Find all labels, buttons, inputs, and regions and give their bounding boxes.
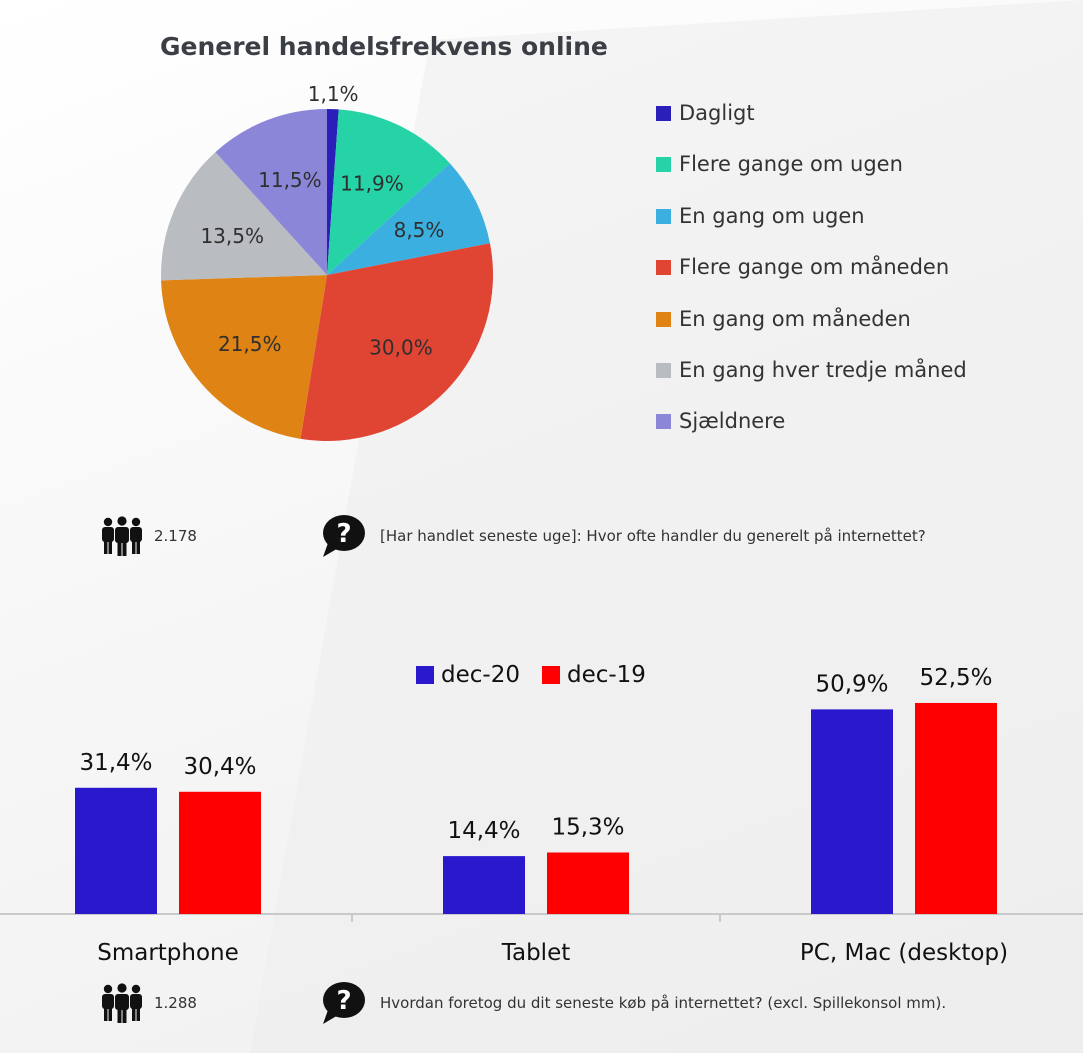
bar-tablet-dec-20 <box>443 856 525 914</box>
legend-swatch <box>656 106 671 121</box>
bar-chart: 31,4% 30,4% Smartphone 14,4% 15,3% Tablet 50,9… <box>0 665 1083 966</box>
legend-item-flere-gange-om-ugen: Flere gange om ugen <box>656 149 967 200</box>
pie-slice-dagligt <box>327 109 339 275</box>
svg-text:?: ? <box>336 986 351 1016</box>
bar-respondent-count: 1.288 <box>154 994 197 1012</box>
bar-legend: dec-20 dec-19 <box>416 662 668 688</box>
legend-label: Flere gange om ugen <box>679 152 903 177</box>
pie-slice-flere-gange-om-ugen <box>327 109 450 275</box>
pie-question-text: [Har handlet seneste uge]: Hvor ofte han… <box>380 527 926 545</box>
svg-text:?: ? <box>336 519 351 549</box>
pie-legend: Dagligt Flere gange om ugen En gang om uge… <box>656 98 967 458</box>
pie-data-label: 30,0% <box>369 336 433 360</box>
legend-label: En gang om ugen <box>679 203 865 228</box>
legend-swatch <box>656 208 671 224</box>
pie-slice-sj-ldnere <box>215 109 327 275</box>
legend-label: dec-19 <box>566 662 646 688</box>
people-icon <box>102 983 142 1023</box>
category-label-tablet: Tablet <box>501 940 571 966</box>
legend-label: dec-20 <box>441 662 520 688</box>
bar-data-label: 50,9% <box>815 671 888 697</box>
pie-slice-en-gang-om-ma-neden <box>161 275 327 439</box>
legend-swatch <box>656 311 671 327</box>
legend-item-en-gang-hver-tredje-ma-ned: En gang hver tredje måned <box>656 355 967 406</box>
pie-slice-en-gang-hver-tredje-ma-ned <box>160 152 327 281</box>
legend-item-sj-ldnere: Sjældnere <box>656 406 967 457</box>
bar-tablet-dec-19 <box>547 852 629 914</box>
legend-item-dagligt: Dagligt <box>656 98 967 149</box>
pie-data-label: 21,5% <box>218 332 282 356</box>
bar-smartphone-dec-19 <box>179 791 261 914</box>
pie-data-label: 11,5% <box>258 168 322 192</box>
legend-swatch <box>541 666 560 684</box>
legend-swatch <box>656 260 671 276</box>
people-icon <box>102 516 142 556</box>
pie-slice-flere-gange-om-ma-neden <box>300 243 493 441</box>
bar-legend-item-dec-19: dec-19 <box>541 662 646 688</box>
pie-data-label: 1,1% <box>308 82 359 106</box>
legend-item-flere-gange-om-ma-neden: Flere gange om måneden <box>656 252 967 303</box>
bar-legend-item-dec-20: dec-20 <box>416 662 520 688</box>
bar-data-label: 15,3% <box>551 814 624 840</box>
bar-pc-mac-desktop-dec-19 <box>915 702 997 914</box>
pie-chart-title: Generel handelsfrekvens online <box>160 32 608 61</box>
category-label-pc-mac-desktop: PC, Mac (desktop) <box>800 940 1008 966</box>
category-label-smartphone: Smartphone <box>97 940 239 966</box>
question-bubble-icon: ? <box>323 515 365 557</box>
legend-swatch <box>656 414 671 430</box>
pie-respondents-row: 2.178 <box>100 516 197 556</box>
bar-pc-mac-desktop-dec-20 <box>811 709 893 914</box>
legend-label: En gang om måneden <box>679 306 911 331</box>
legend-label: Flere gange om måneden <box>679 255 950 280</box>
legend-swatch <box>656 157 671 173</box>
bar-respondents-row: 1.288 <box>100 983 197 1023</box>
bar-data-label: 31,4% <box>79 750 152 776</box>
pie-data-label: 8,5% <box>394 218 445 242</box>
pie-respondent-count: 2.178 <box>154 527 197 545</box>
legend-label: En gang hver tredje måned <box>679 357 967 382</box>
pie-question-row: ? [Har handlet seneste uge]: Hvor ofte h… <box>320 513 926 559</box>
legend-label: Dagligt <box>679 101 755 125</box>
bar-data-label: 30,4% <box>183 754 256 780</box>
legend-label: Sjældnere <box>679 409 786 434</box>
legend-item-en-gang-om-ma-neden: En gang om måneden <box>656 304 967 355</box>
pie-slice-en-gang-om-ugen <box>327 163 490 275</box>
bar-data-label: 14,4% <box>447 818 520 844</box>
legend-swatch <box>656 362 671 378</box>
pie-chart: 1,1% 11,9% 8,5% 30,0% 21,5% 13,5% 11,5% <box>160 82 493 441</box>
pie-data-label: 11,9% <box>340 171 404 195</box>
legend-item-en-gang-om-ugen: En gang om ugen <box>656 201 967 252</box>
pie-data-label: 13,5% <box>200 224 264 248</box>
question-bubble-icon: ? <box>323 982 365 1024</box>
bar-smartphone-dec-20 <box>75 787 157 914</box>
bar-question-row: ? Hvordan foretog du dit seneste køb på … <box>320 980 946 1026</box>
bar-question-text: Hvordan foretog du dit seneste køb på in… <box>380 994 947 1012</box>
legend-swatch <box>416 666 434 684</box>
bar-data-label: 52,5% <box>919 665 992 691</box>
